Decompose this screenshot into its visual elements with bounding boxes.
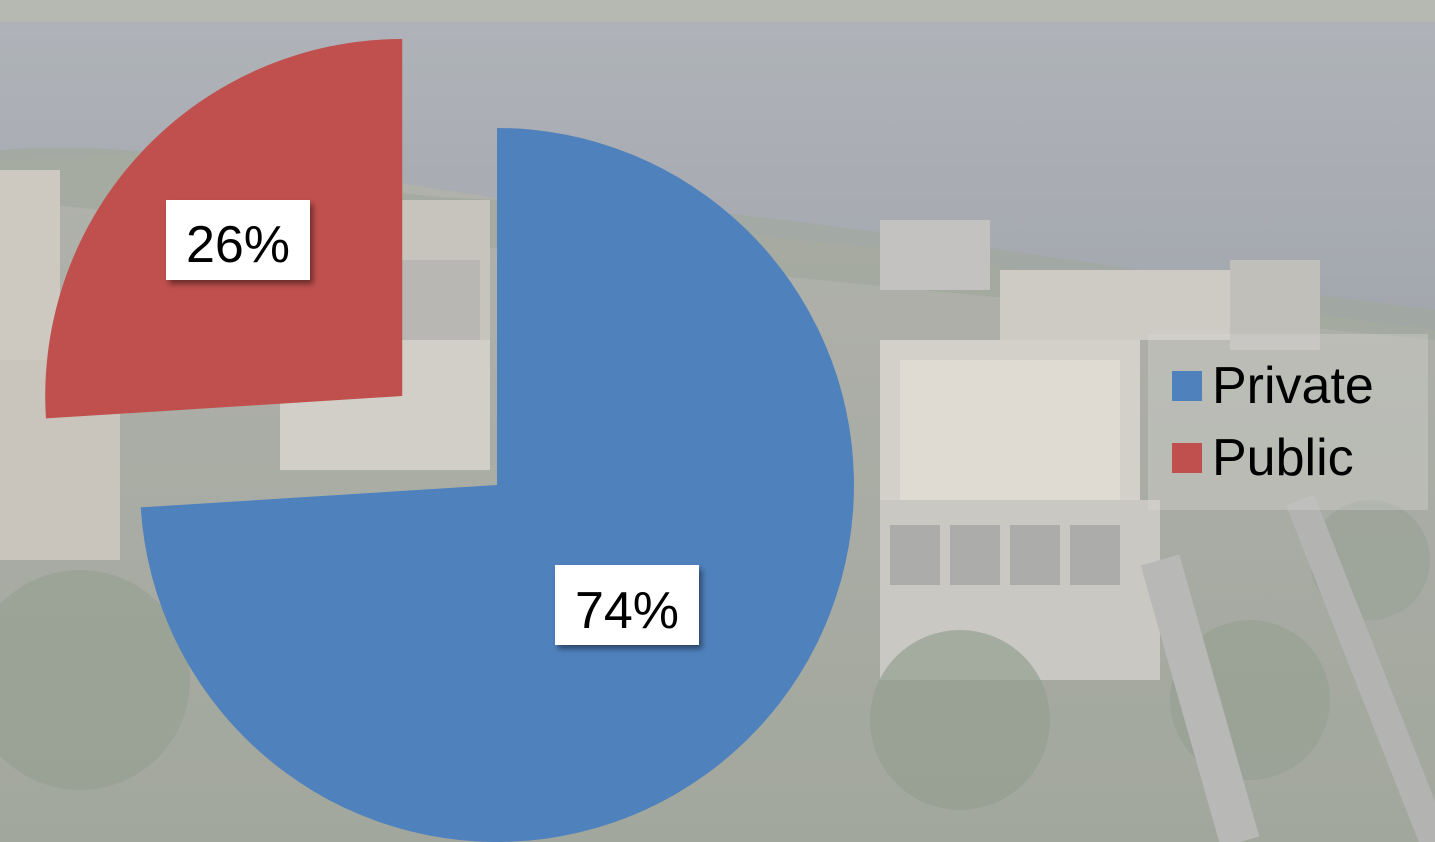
data-label-public-text: 26% xyxy=(186,216,290,274)
legend-swatch-public xyxy=(1172,443,1202,473)
legend-item-public: Public xyxy=(1172,428,1354,488)
data-label-public xyxy=(166,200,310,280)
legend-swatch-private xyxy=(1172,371,1202,401)
pie-slice-private xyxy=(140,128,854,842)
data-label-private-text: 74% xyxy=(575,582,679,640)
data-label-private xyxy=(555,565,699,645)
legend-label-private: Private xyxy=(1212,357,1374,415)
legend-label-public: Public xyxy=(1212,429,1354,487)
legend: Private Public xyxy=(1148,334,1428,510)
legend-item-private: Private xyxy=(1172,356,1374,416)
pie-slices xyxy=(45,39,854,842)
